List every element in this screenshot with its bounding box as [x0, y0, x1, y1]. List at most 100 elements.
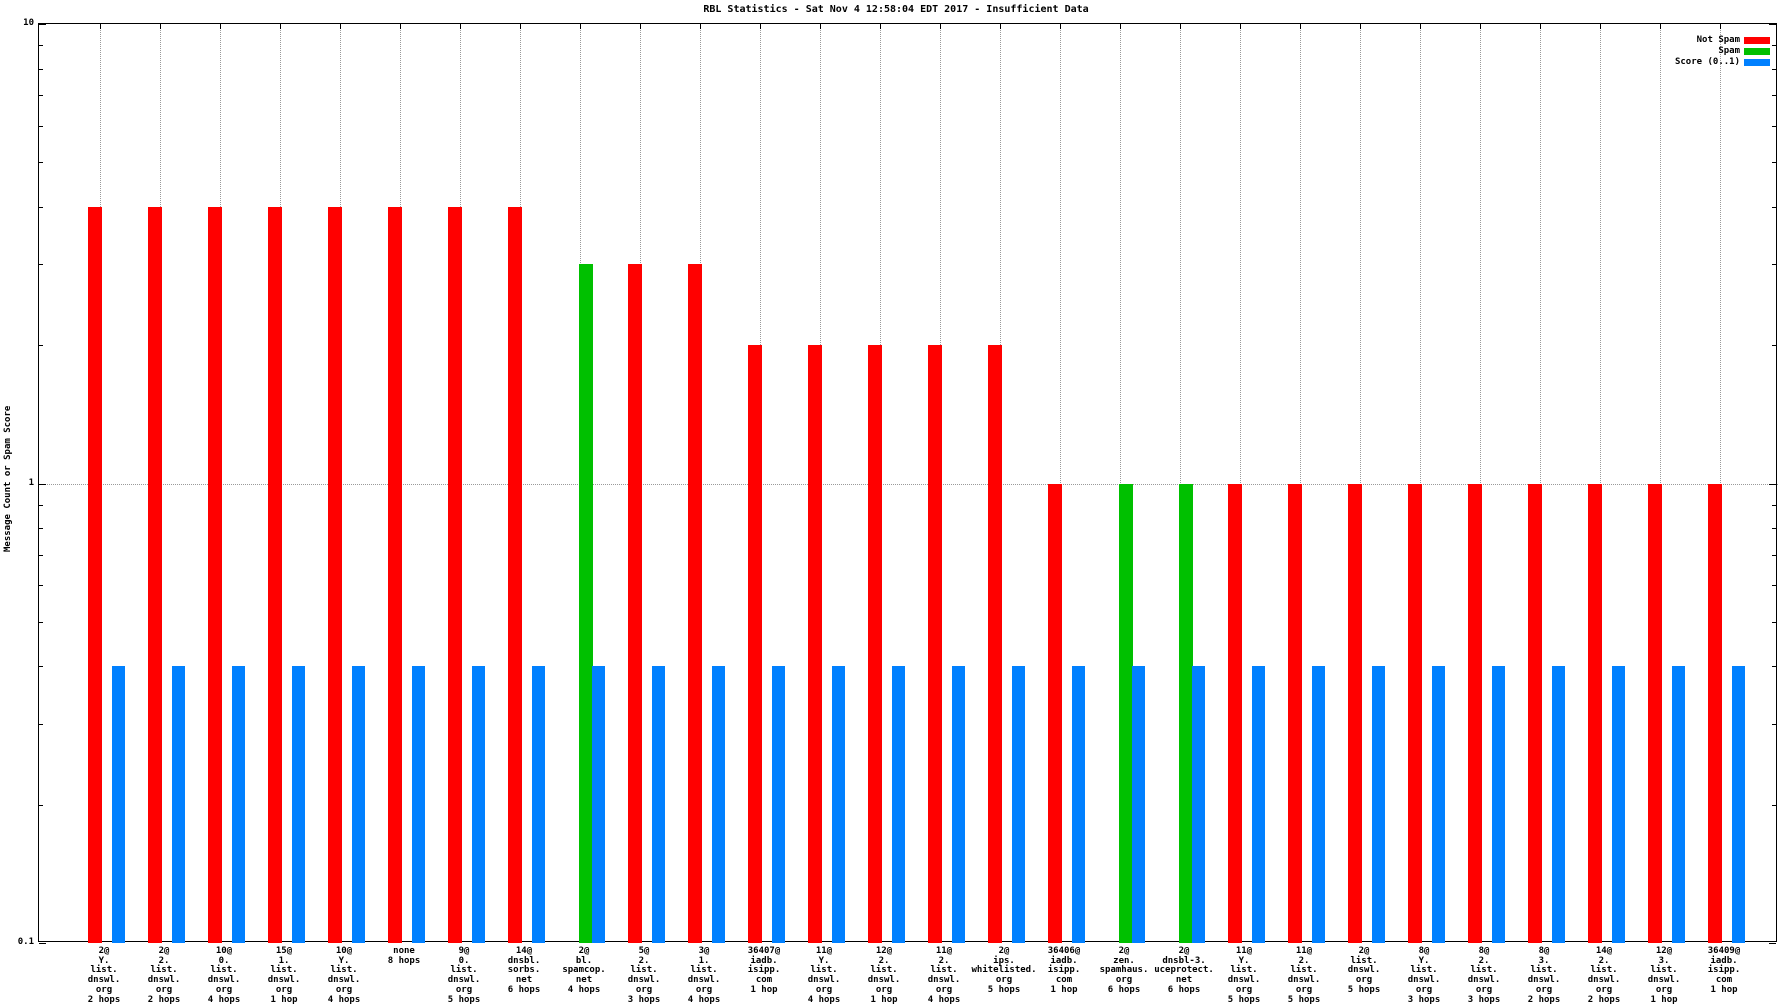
x-tick-top	[820, 24, 821, 29]
x-group-label: 15@ 1. list. dnswl. org 1 hop	[267, 946, 301, 1005]
bar-spam	[1179, 483, 1193, 943]
x-tick-top	[1540, 24, 1541, 29]
bar-score	[1132, 666, 1145, 943]
x-tick-top	[580, 24, 581, 29]
bar-score	[1432, 666, 1445, 943]
bar-score	[1012, 666, 1025, 943]
x-tick-top	[700, 24, 701, 29]
plot-area	[38, 23, 1778, 944]
y-tick-left	[39, 554, 43, 556]
legend-swatch-not_spam	[1744, 37, 1770, 44]
x-tick-top	[1240, 24, 1241, 29]
bar-not-spam	[748, 345, 762, 943]
x-tick-top	[940, 24, 941, 29]
x-tick-top	[1000, 24, 1001, 29]
x-group-label: 36407@ iadb. isipp. com 1 hop	[747, 946, 781, 995]
y-tick-right	[1772, 345, 1776, 347]
bar-score	[1732, 666, 1745, 943]
y-tick-left	[39, 264, 43, 266]
x-tick-top	[1180, 24, 1181, 29]
y-tick-left	[39, 483, 46, 485]
y-tick-left	[39, 206, 43, 208]
y-tick-right	[1772, 162, 1776, 164]
bar-score	[112, 666, 125, 943]
y-tick-left	[39, 528, 43, 530]
x-group-label: 11@ Y. list. dnswl. org 5 hops	[1227, 946, 1261, 1005]
y-tick-left	[39, 666, 43, 668]
bar-score	[712, 666, 725, 943]
y-tick-left	[39, 621, 43, 623]
y-tick-right	[1772, 45, 1776, 47]
bar-score	[472, 666, 485, 943]
bar-not-spam	[1408, 483, 1422, 943]
bar-score	[412, 666, 425, 943]
bar-not-spam	[808, 345, 822, 943]
bar-score	[1552, 666, 1565, 943]
bar-not-spam	[988, 345, 1002, 943]
x-group-label: 8@ 3. list. dnswl. org 2 hops	[1527, 946, 1561, 1005]
x-group-label: 14@ 2. list. dnswl. org 2 hops	[1587, 946, 1621, 1005]
x-group-label: 11@ 2. list. dnswl. org 5 hops	[1287, 946, 1321, 1005]
bar-not-spam	[1288, 483, 1302, 943]
bar-score	[1492, 666, 1505, 943]
x-tick-top	[640, 24, 641, 29]
y-tick-right	[1769, 24, 1776, 25]
bar-score	[352, 666, 365, 943]
y-tick-right	[1772, 264, 1776, 266]
bar-not-spam	[268, 206, 282, 943]
x-tick-top	[160, 24, 161, 29]
x-group-label: 2@ ips. whitelisted. org 5 hops	[971, 946, 1037, 995]
bar-not-spam	[208, 206, 222, 943]
bar-score	[1672, 666, 1685, 943]
x-tick-top	[1720, 24, 1721, 29]
y-tick-left	[39, 723, 43, 725]
x-group-label: 36406@ iadb. isipp. com 1 hop	[1047, 946, 1081, 995]
y-tick-left	[39, 585, 43, 587]
x-tick-top	[760, 24, 761, 29]
bar-score	[1072, 666, 1085, 943]
bar-not-spam	[1468, 483, 1482, 943]
x-group-label: 36409@ iadb. isipp. com 1 hop	[1707, 946, 1741, 995]
y-tick-label: 10	[23, 18, 34, 28]
bar-not-spam	[508, 206, 522, 943]
x-group-label: 11@ Y. list. dnswl. org 4 hops	[807, 946, 841, 1005]
y-tick-left	[39, 45, 43, 47]
x-group-label: 2@ 2. list. dnswl. org 2 hops	[147, 946, 181, 1005]
y-tick-left	[39, 125, 43, 127]
bar-score	[1372, 666, 1385, 943]
bar-not-spam	[688, 264, 702, 943]
bar-score	[772, 666, 785, 943]
x-group-label: 2@ bl. spamcop. net 4 hops	[562, 946, 606, 995]
x-tick-top	[1600, 24, 1601, 29]
y-tick-right	[1772, 585, 1776, 587]
y-tick-right	[1772, 621, 1776, 623]
x-group-label: 11@ 2. list. dnswl. org 4 hops	[927, 946, 961, 1005]
legend-entry: Score (0..1)	[0, 57, 1786, 67]
x-tick-top	[880, 24, 881, 29]
y-tick-right	[1772, 528, 1776, 530]
bar-score	[232, 666, 245, 943]
y-tick-left	[39, 504, 43, 506]
y-tick-left	[39, 804, 43, 806]
legend-label: Not Spam	[1696, 35, 1740, 45]
x-group-label: 3@ 1. list. dnswl. org 4 hops	[687, 946, 721, 1005]
y-tick-left	[39, 24, 46, 25]
legend-swatch-score	[1744, 59, 1770, 66]
bar-not-spam	[328, 206, 342, 943]
bar-spam	[579, 264, 593, 943]
bar-not-spam	[628, 264, 642, 943]
x-tick-top	[1060, 24, 1061, 29]
y-tick-label: 0.1	[17, 937, 34, 947]
x-tick-top	[1480, 24, 1481, 29]
y-tick-right	[1769, 483, 1776, 485]
bar-not-spam	[1648, 483, 1662, 943]
legend-swatch-spam	[1744, 48, 1770, 55]
x-tick-top	[100, 24, 101, 29]
x-tick-top	[280, 24, 281, 29]
y-tick-left	[39, 95, 43, 97]
y-tick-right	[1772, 68, 1776, 70]
x-group-label: 2@ dnsbl-3. uceprotect. net 6 hops	[1154, 946, 1214, 995]
bar-spam	[1119, 483, 1133, 943]
x-group-label: 14@ dnsbl. sorbs. net 6 hops	[507, 946, 541, 995]
